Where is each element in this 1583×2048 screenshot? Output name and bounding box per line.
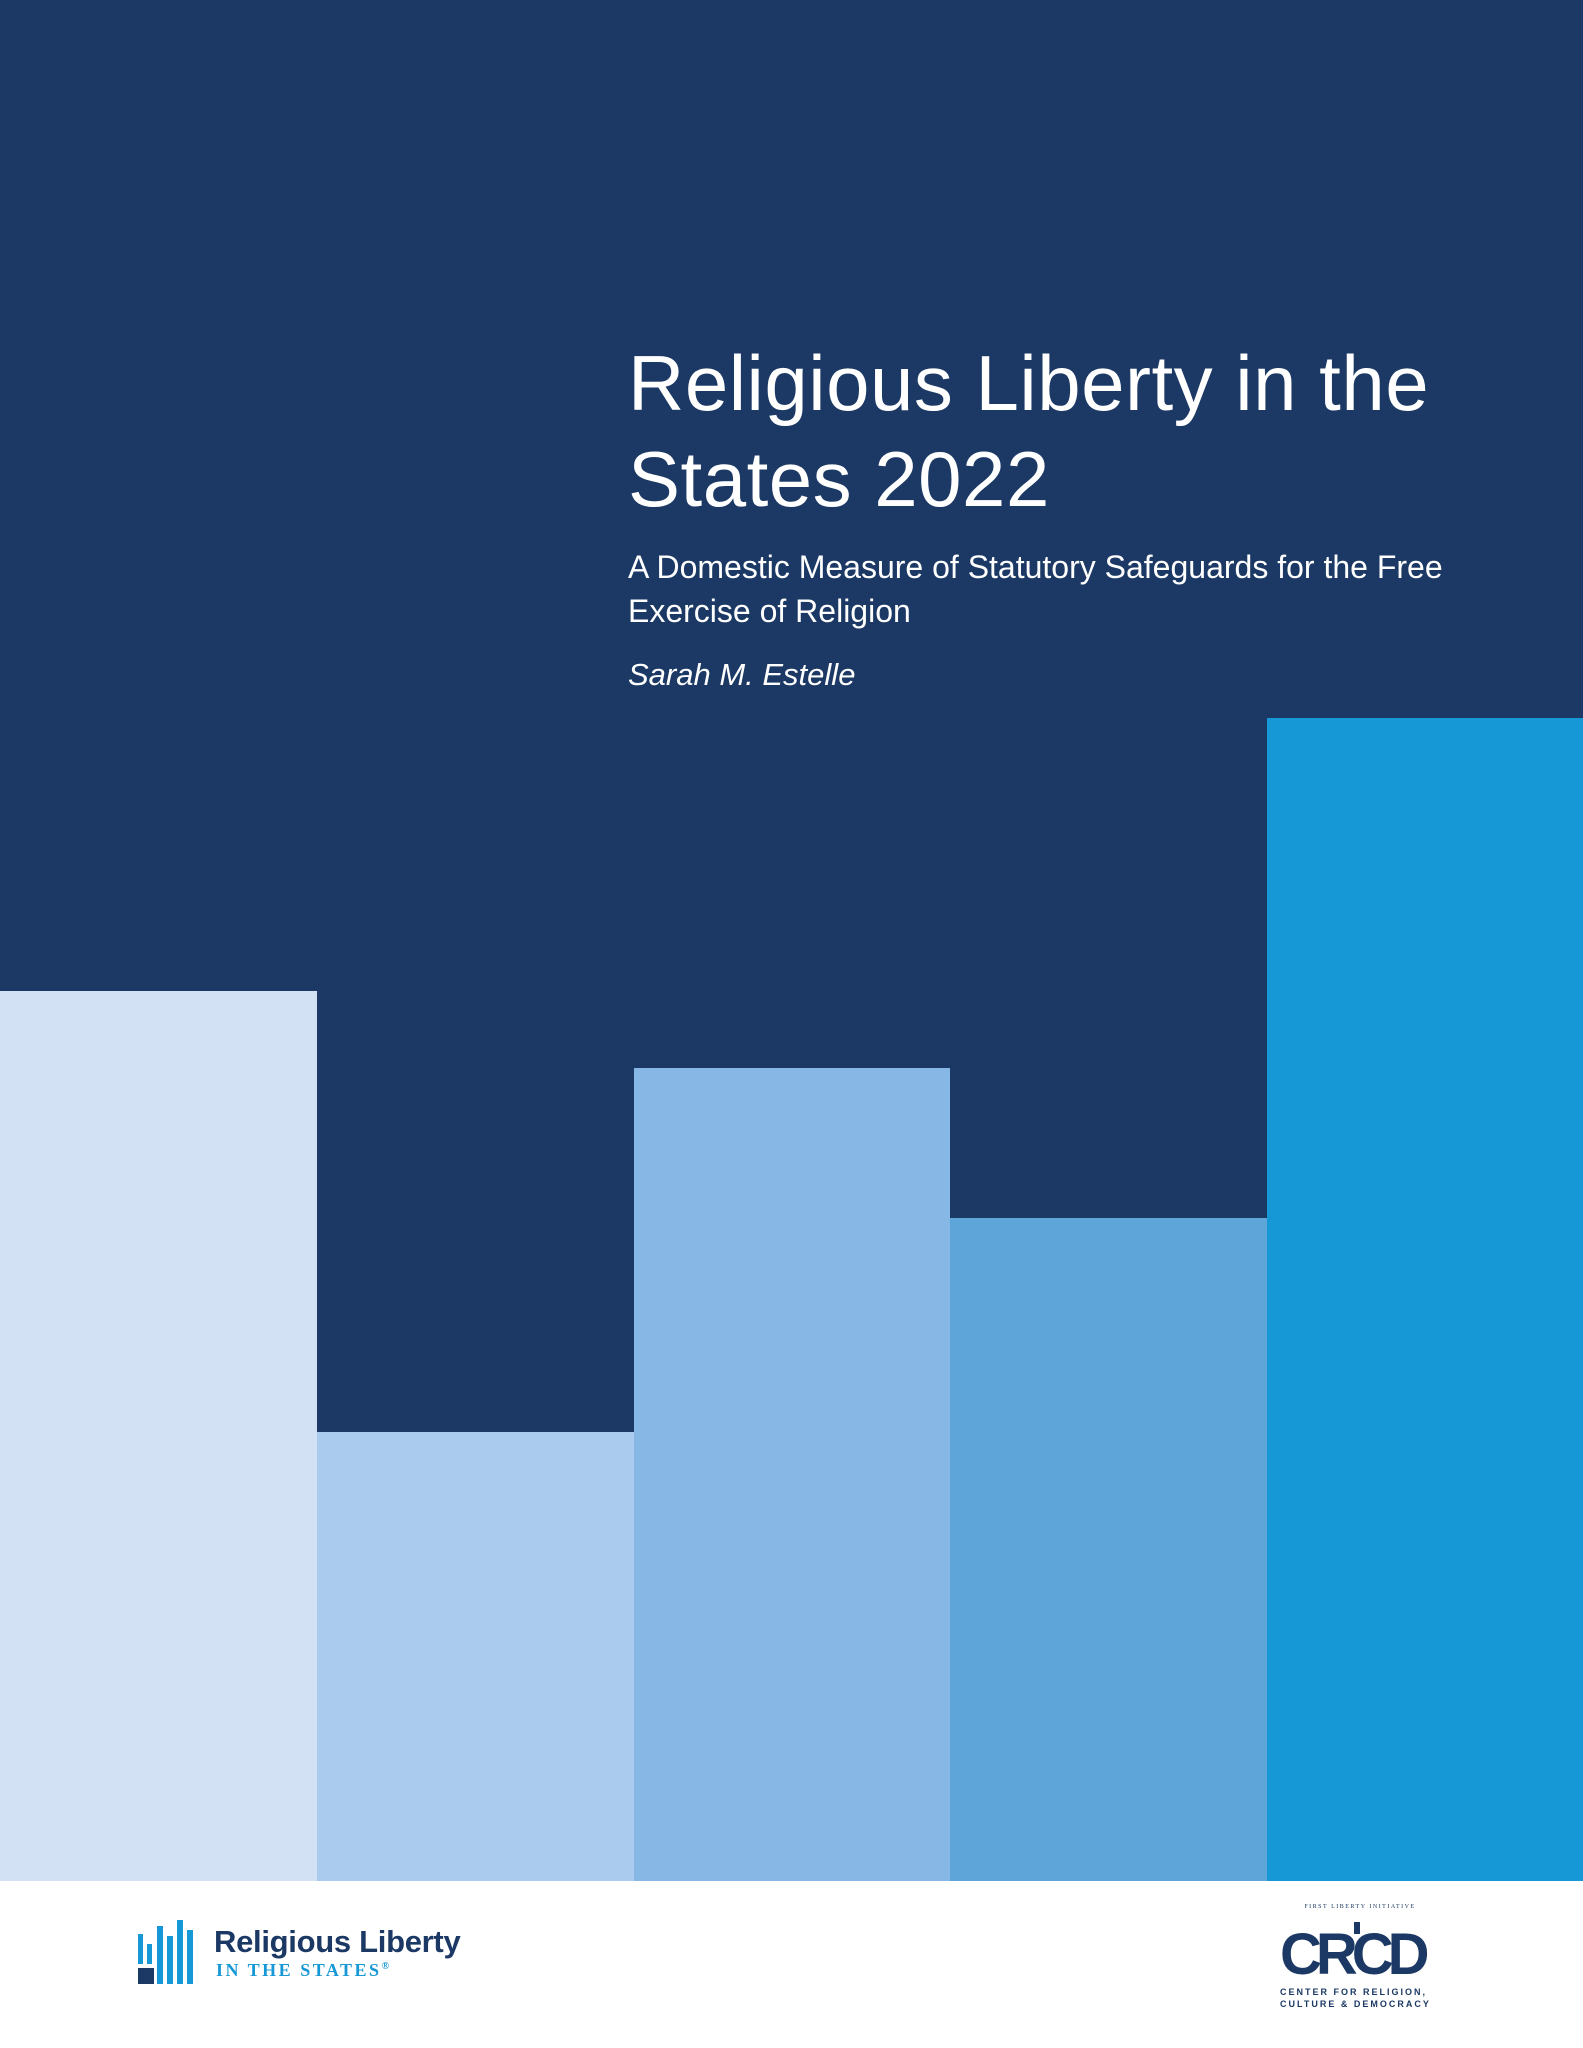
decorative-bar-3 [634,1068,950,1881]
registered-mark: ® [381,1961,390,1972]
logo-tagline-text: IN THE STATES [216,1960,382,1980]
report-title: Religious Liberty in the States 2022 [628,339,1430,523]
logo-tagline: IN THE STATES® [216,1960,389,1981]
decorative-bar-1 [0,991,317,1881]
crcd-top-text: FIRST LIBERTY INITIATIVE [1304,1904,1416,1910]
crcd-logo: FIRST LIBERTY INITIATIVE CRCD CENTER FOR… [1280,1904,1460,2014]
footer [0,1881,1583,2048]
bar-chart-logo-icon [138,1920,193,1984]
decorative-bar-2 [317,1432,634,1881]
report-subtitle: A Domestic Measure of Statutory Safeguar… [628,549,1443,629]
author-name: Sarah M. Estelle [628,657,856,692]
logo-name: Religious Liberty [214,1924,461,1959]
decorative-bar-4 [950,1218,1267,1881]
crcd-letters-icon: CRCD [1280,1922,1434,1982]
crcd-letters: CRCD [1280,1922,1428,1982]
religious-liberty-logo: Religious Liberty IN THE STATES® [138,1918,498,1988]
decorative-bar-5 [1267,718,1583,1881]
title-block: Religious Liberty in the States 2022 A D… [628,335,1448,695]
cover-panel: Religious Liberty in the States 2022 A D… [0,0,1583,1881]
crcd-caption: CENTER FOR RELIGION, CULTURE & DEMOCRACY [1280,1986,1431,2010]
crcd-caption-line2: CULTURE & DEMOCRACY [1280,1999,1431,2009]
crcd-caption-line1: CENTER FOR RELIGION, [1280,1987,1428,1997]
